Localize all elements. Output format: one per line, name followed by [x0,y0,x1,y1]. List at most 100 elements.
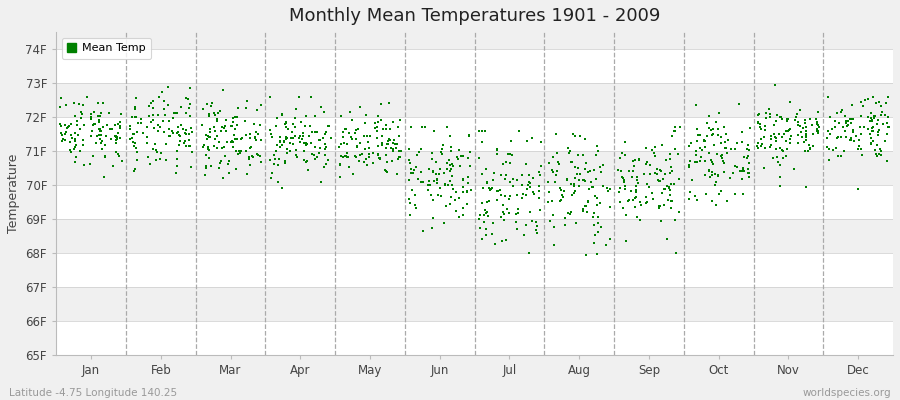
Point [842,116,857,122]
Point [197,172,211,178]
Bar [56,49,893,83]
Point [526,190,541,197]
Point [509,177,524,184]
Point [443,168,457,174]
Point [798,124,813,130]
Point [868,113,882,120]
Point [648,170,662,176]
Point [94,128,108,134]
Point [753,126,768,133]
Point [169,110,184,116]
Point [263,157,277,163]
Point [553,198,567,204]
Point [799,133,814,140]
Point [855,152,869,158]
Point [345,117,359,124]
Point [63,147,77,154]
Point [447,196,462,203]
Point [127,130,141,137]
Point [382,136,396,142]
Point [845,102,859,108]
Point [107,133,122,139]
Point [650,171,664,178]
Point [613,199,627,205]
Point [162,117,176,124]
Point [381,140,395,147]
Point [280,150,294,156]
Point [210,133,224,140]
Point [702,167,716,173]
Point [558,222,572,228]
Point [300,140,314,147]
Point [776,155,790,162]
Point [510,226,525,232]
Point [303,140,318,147]
Point [136,130,150,136]
Point [228,136,242,142]
Point [108,137,122,143]
Point [742,160,757,166]
Point [453,162,467,169]
Point [757,164,771,171]
Point [671,176,686,182]
Point [828,118,842,125]
Point [616,174,631,181]
Point [443,162,457,168]
Point [134,119,148,126]
Point [243,144,257,151]
Point [98,153,112,160]
Point [410,152,424,158]
Point [140,140,154,146]
Point [416,228,430,235]
Point [435,151,449,157]
Point [789,114,804,120]
Point [166,110,181,116]
Point [84,110,98,117]
Point [843,120,858,127]
Point [770,112,784,118]
Point [616,204,630,211]
Point [336,154,350,160]
Point [757,134,771,140]
Point [202,134,217,140]
Point [841,118,855,125]
Point [498,193,512,199]
Point [628,195,643,201]
Point [554,197,568,203]
Point [247,121,261,127]
Point [769,82,783,88]
Point [806,122,820,128]
Point [299,142,313,148]
Point [203,125,218,132]
Point [380,158,394,165]
Point [299,140,313,146]
Point [290,154,304,161]
Point [440,124,454,130]
Point [418,124,433,130]
Point [305,150,320,157]
Point [852,136,867,143]
Point [653,218,668,224]
Point [723,175,737,181]
Point [234,148,248,154]
Point [433,185,447,191]
Point [94,110,109,116]
Point [156,118,170,124]
Point [823,130,837,137]
Point [97,174,112,180]
Point [178,130,193,136]
Point [542,160,556,166]
Point [777,131,791,138]
Point [866,124,880,130]
Point [183,100,197,107]
Point [196,106,211,112]
Point [254,159,268,165]
Point [176,140,191,146]
Point [166,114,181,121]
Point [784,133,798,139]
Point [689,138,704,144]
Point [578,202,592,209]
Point [567,181,581,187]
Point [379,125,393,132]
Point [284,148,298,154]
